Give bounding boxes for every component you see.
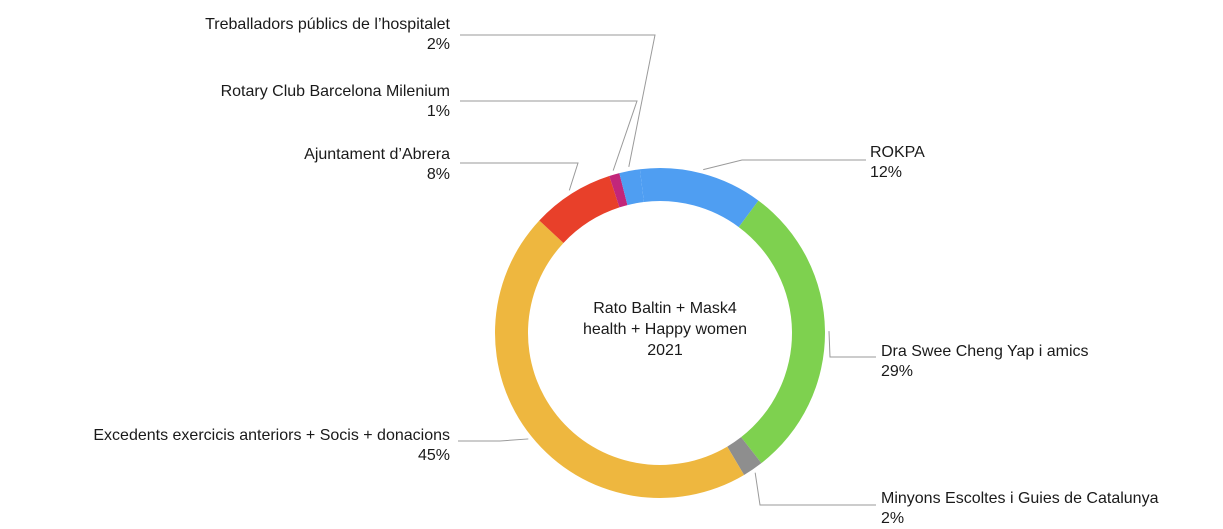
slice-label-treballadors: Treballadors públics de l’hospitalet 2% [205, 15, 450, 55]
slice-label-percent: 2% [426, 36, 450, 53]
slice-label-name: Ajuntament d’Abrera [304, 146, 450, 163]
donut-slice [619, 169, 644, 206]
center-title-line: Rato Baltin + Mask4 [593, 300, 737, 317]
leader-line [460, 34, 656, 168]
leader-line [703, 159, 866, 171]
slice-label-percent: 2% [881, 510, 905, 527]
slice-label-name: Rotary Club Barcelona Milenium [220, 83, 450, 100]
slice-label-percent: 8% [426, 166, 450, 183]
donut-slice [609, 173, 628, 208]
leader-line [460, 162, 579, 191]
slice-label-rotary: Rotary Club Barcelona Milenium 1% [221, 82, 450, 122]
slice-label-percent: 1% [426, 103, 450, 120]
slice-label-name: Treballadors públics de l’hospitalet [205, 16, 450, 33]
slice-label-abrera: Ajuntament d’Abrera 8% [304, 145, 450, 185]
slice-label-excedents: Excedents exercicis anteriors + Socis + … [93, 426, 450, 466]
slice-label-percent: 45% [417, 447, 450, 464]
donut-slice [539, 175, 620, 243]
slice-label-percent: 12% [870, 164, 903, 181]
center-title-line: health + Happy women [582, 321, 748, 338]
slice-label-name: Excedents exercicis anteriors + Socis + … [93, 427, 450, 444]
donut-slice [495, 220, 745, 498]
leader-line [828, 331, 876, 358]
slice-label-name: Minyons Escoltes i Guies de Catalunya [881, 490, 1159, 507]
donut-slice [727, 437, 762, 475]
leader-line [460, 100, 638, 171]
leader-line [754, 472, 876, 506]
leader-line [458, 438, 529, 442]
donut-slice [639, 168, 759, 228]
slice-label-name: Dra Swee Cheng Yap i amics [881, 343, 1089, 360]
slice-label-percent: 29% [881, 363, 914, 380]
slice-label-dra-swee: Dra Swee Cheng Yap i amics 29% [881, 342, 1089, 382]
slice-label-rokpa: ROKPA 12% [870, 143, 925, 183]
donut-slice [738, 200, 825, 464]
slice-label-minyons: Minyons Escoltes i Guies de Catalunya 2% [881, 489, 1158, 529]
center-title-line: 2021 [647, 342, 683, 359]
slice-label-name: ROKPA [870, 144, 925, 161]
chart-center-title: Rato Baltin + Mask4 health + Happy women… [545, 298, 785, 361]
